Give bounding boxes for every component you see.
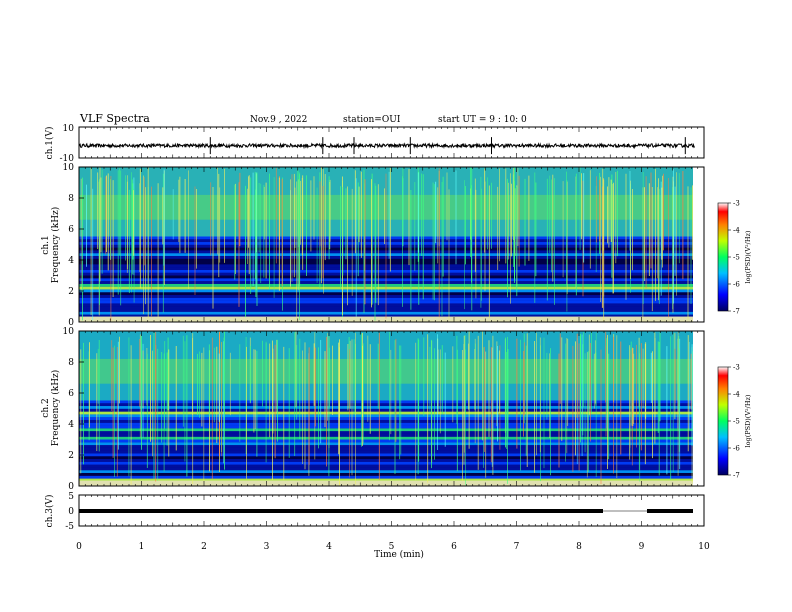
station-label: station=OUI [343, 115, 401, 125]
spectrogram-ytick-label: 0 [68, 318, 74, 328]
spectrogram-ytick-label: 4 [68, 420, 74, 430]
spectrogram-ytick-label: 2 [68, 451, 74, 461]
x-axis-label: Time (min) [374, 549, 424, 560]
spectrogram-stripe [79, 406, 693, 409]
spectrogram-low-band [79, 480, 693, 486]
spectrogram-stripe [79, 439, 693, 443]
x-tick-label: 7 [514, 542, 520, 552]
spectrogram-stripe [79, 445, 693, 448]
x-tick-label: 4 [326, 542, 332, 552]
ch3-signal-segment-a [79, 509, 603, 513]
ch3-ytick-bottom: -5 [65, 522, 74, 532]
x-tick-label: 8 [576, 542, 582, 552]
colorbar-tick-label: -5 [733, 418, 740, 426]
colorbar-tick-label: -7 [733, 308, 740, 316]
spectrogram-stripe [79, 411, 693, 415]
ch2-spectrogram-panel: 0 2 4 6 8 10 ch.2 Frequency (kHz) [41, 327, 705, 492]
spectrogram-ytick-label: 6 [68, 225, 74, 235]
ch2-colorbar-gradient [717, 366, 729, 476]
spectrogram-ytick-label: 4 [68, 256, 74, 266]
spectrogram-stripe [79, 425, 693, 429]
spectrogram-ytick-label: 10 [63, 327, 75, 337]
colorbar-tick-label: -6 [733, 281, 740, 289]
spectrogram-stripe [79, 459, 693, 462]
ch3-signal-segment-b [647, 509, 693, 513]
spectrogram-stripe [79, 403, 693, 407]
ch1-colorbar-label: log(PSD)(V²/Hz) [744, 230, 752, 283]
spectrogram-ytick-label: 8 [68, 194, 74, 204]
ch1-spectrogram-ylabel-freq: Frequency (kHz) [50, 207, 61, 284]
ch1-ytick-top: 10 [63, 124, 75, 134]
figure-title: VLF Spectra [79, 112, 150, 125]
ch1-trace [78, 137, 696, 155]
spectrogram-stripe [79, 422, 693, 426]
spectrogram-stripe [79, 470, 693, 473]
colorbar-tick-label: -3 [733, 200, 740, 208]
ch3-ytick-top: 5 [68, 492, 74, 502]
spectrogram-stripe [79, 456, 693, 460]
spectrogram-low-band [79, 316, 693, 322]
ch2-spectrogram-ylabel-channel: ch.2 [41, 398, 51, 417]
spectrogram-stripe [79, 472, 693, 476]
spectrogram-ytick-label: 10 [63, 163, 75, 173]
ch1-spectrogram-panel: 0 2 4 6 8 10 ch.1 Frequency (kHz) [41, 163, 705, 328]
colorbar-tick-label: -4 [733, 227, 740, 235]
spectrogram-stripe [79, 453, 693, 457]
ch3-ytick-mid: 0 [68, 507, 74, 517]
ch1-colorbar: -3 -4 -5 -6 -7 log(PSD)(V²/Hz) [717, 200, 752, 316]
colorbar-tick-label: -4 [733, 391, 740, 399]
colorbar-tick-label: -7 [733, 472, 740, 480]
spectrogram-stripe [79, 461, 693, 465]
ch1-spectrogram-ylabel-channel: ch.1 [41, 235, 51, 254]
ch3-ylabel: ch.3(V) [44, 495, 55, 528]
spectrogram-ytick-label: 8 [68, 358, 74, 368]
spectrogram-ytick-label: 2 [68, 287, 74, 297]
ch1-colorbar-gradient [717, 202, 729, 312]
spectrogram-stripe [79, 431, 693, 434]
ch1-ylabel: ch.1(V) [44, 127, 55, 160]
ch1-ytick-bottom: -10 [60, 154, 75, 164]
x-tick-label: 3 [264, 542, 270, 552]
x-tick-label: 6 [451, 542, 457, 552]
spectrogram-stripe [79, 408, 693, 412]
x-tick-label: 0 [76, 542, 82, 552]
spectrogram-stripe [79, 428, 693, 432]
x-tick-label: 5 [389, 542, 395, 552]
date-label: Nov.9 , 2022 [250, 115, 307, 125]
ch2-spectrogram-ylabel-freq: Frequency (kHz) [50, 370, 61, 447]
x-tick-label: 10 [698, 542, 710, 552]
colorbar-tick-label: -3 [733, 364, 740, 372]
spectrogram-stripe [79, 414, 693, 418]
spectrogram-stripe [79, 433, 693, 437]
spectrogram-stripe [79, 475, 693, 479]
spectrogram-stripe [79, 419, 693, 423]
x-tick-label: 2 [201, 542, 207, 552]
spectrogram-stripe [79, 464, 693, 468]
spectrogram-stripe [79, 450, 693, 454]
start-time-label: start UT = 9 : 10: 0 [438, 115, 527, 125]
spectrogram-stripe [79, 436, 693, 440]
x-tick-label: 9 [639, 542, 645, 552]
colorbar-tick-label: -5 [733, 254, 740, 262]
ch2-colorbar-label: log(PSD)(V²/Hz) [744, 394, 752, 447]
spectrogram-stripe [79, 417, 693, 420]
spectrogram-stripe [79, 447, 693, 451]
spectrogram-ytick-label: 6 [68, 389, 74, 399]
x-tick-label: 1 [139, 542, 145, 552]
ch2-colorbar: -3 -4 -5 -6 -7 log(PSD)(V²/Hz) [717, 364, 752, 480]
spectrogram-stripe [79, 400, 693, 404]
spectrogram-stripe [79, 478, 693, 482]
ch3-panel: 5 0 -5 ch.3(V) 0 1 2 3 4 5 6 7 8 9 10 Time (min) [44, 127, 710, 560]
ch1-waveform-panel: 10 -10 ch.1(V) [44, 124, 705, 164]
spectrogram-ytick-label: 0 [68, 482, 74, 492]
spectrogram-stripe [79, 442, 693, 446]
spectrogram-stripe [79, 467, 693, 471]
ch1-frame [78, 126, 705, 159]
colorbar-tick-label: -6 [733, 445, 740, 453]
